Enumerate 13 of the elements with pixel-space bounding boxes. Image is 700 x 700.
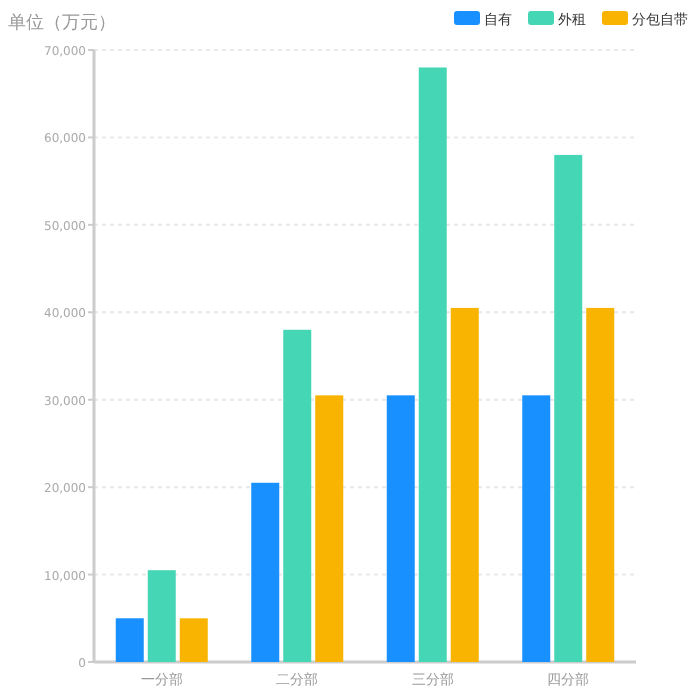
bar	[147, 570, 176, 662]
bar	[315, 395, 344, 662]
bar	[179, 618, 208, 662]
bar	[586, 307, 615, 662]
bar	[418, 67, 447, 662]
bar	[522, 395, 551, 662]
y-axis-title: 单位（万元）	[8, 12, 116, 34]
bar	[554, 154, 583, 662]
bar	[283, 329, 312, 662]
bar	[251, 482, 280, 662]
bar	[450, 307, 479, 662]
bar	[386, 395, 415, 662]
bar	[115, 618, 144, 662]
